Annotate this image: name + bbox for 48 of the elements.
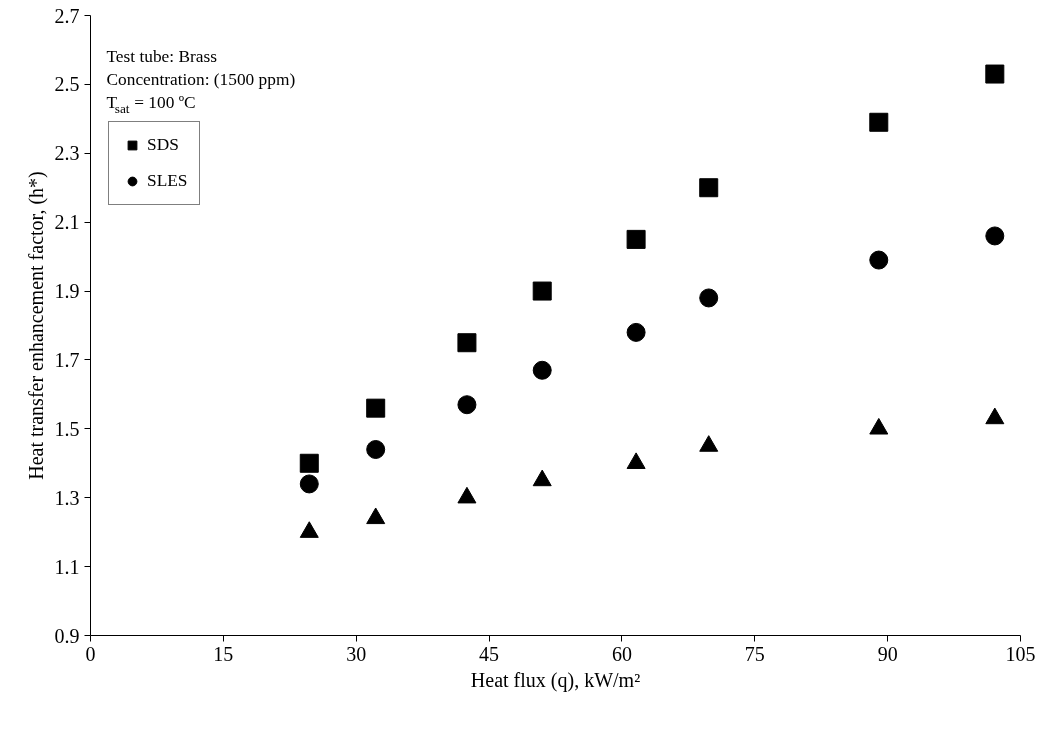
x-tick-label: 15	[213, 642, 234, 665]
point	[366, 440, 386, 459]
point	[457, 486, 477, 504]
y-tick-label: 0.9	[54, 624, 80, 647]
y-tick-label: 1.3	[54, 486, 80, 509]
x-tick-label: 0	[85, 642, 96, 665]
point	[532, 469, 552, 487]
point	[869, 250, 889, 270]
y-tick-label: 2.1	[54, 211, 80, 234]
point	[699, 288, 719, 308]
point	[299, 453, 319, 473]
point	[532, 360, 552, 380]
x-tick-label: 105	[1005, 642, 1036, 665]
point	[985, 226, 1005, 246]
point	[366, 398, 386, 418]
y-tick-label: 2.7	[54, 4, 80, 27]
x-tick-label: 30	[346, 642, 367, 665]
point	[869, 417, 889, 435]
point	[699, 178, 719, 198]
y-tick-label: 1.1	[54, 555, 80, 578]
x-tick-label: 45	[479, 642, 500, 665]
point	[299, 521, 319, 538]
point	[626, 229, 646, 249]
point	[457, 333, 477, 353]
y-tick-label: 1.5	[54, 417, 80, 440]
x-axis-title: Heat flux (q), kW/m²	[470, 668, 641, 692]
y-tick-label: 2.3	[54, 142, 80, 165]
y-tick-label: 1.7	[54, 348, 80, 371]
point	[366, 507, 386, 525]
point	[299, 474, 319, 494]
point	[985, 64, 1005, 84]
annotation: Concentration: (1500 ppm)	[106, 69, 296, 89]
point	[626, 322, 646, 342]
point	[699, 435, 719, 452]
point	[985, 407, 1005, 425]
point	[626, 452, 646, 469]
point	[869, 112, 889, 132]
annotation: Test tube: Brass	[106, 46, 218, 66]
x-tick-label: 75	[744, 642, 765, 665]
point	[532, 281, 552, 301]
y-tick-label: 1.9	[54, 280, 80, 303]
point	[457, 395, 477, 415]
x-tick-label: 60	[611, 642, 632, 665]
legend-label: SDS	[147, 135, 179, 155]
x-tick-label: 90	[877, 642, 898, 665]
y-tick-label: 2.5	[54, 73, 80, 96]
y-axis-title: Heat transfer enhancement factor, (h*)	[24, 171, 48, 480]
legend-label: SLES	[147, 171, 188, 191]
